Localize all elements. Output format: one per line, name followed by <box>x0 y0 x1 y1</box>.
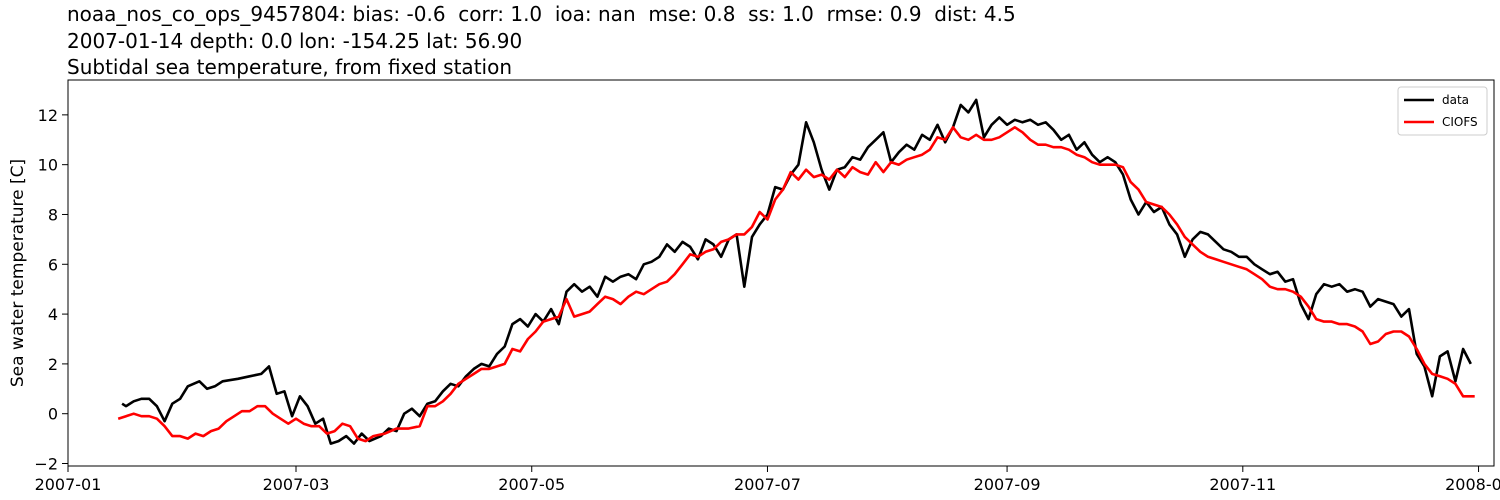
series-layer <box>117 98 1475 445</box>
plot-frame <box>67 79 1495 467</box>
x-tick-label: 2007-11 <box>1209 475 1276 494</box>
y-tick-label: 12 <box>38 106 58 125</box>
y-tick-label: −2 <box>34 455 58 474</box>
y-axis: −2 0 2 4 6 8 10 12 <box>34 106 68 474</box>
chart-title-line-2: 2007-01-14 depth: 0.0 lon: -154.25 lat: … <box>67 29 523 53</box>
chart-title-line-3: Subtidal sea temperature, from fixed sta… <box>67 55 512 79</box>
chart-title-line-1: noaa_nos_co_ops_9457804: bias: -0.6 corr… <box>67 2 1016 26</box>
series-line-data <box>121 98 1472 445</box>
legend: data CIOFS <box>1397 86 1488 136</box>
y-tick-label: 2 <box>48 355 58 374</box>
x-axis: 2007-01 2007-03 2007-05 2007-07 2007-09 2007-… <box>35 466 1500 494</box>
y-tick-label: 0 <box>48 405 58 424</box>
y-tick-label: 8 <box>48 205 58 224</box>
x-tick-label: 2007-09 <box>974 475 1041 494</box>
x-tick-label: 2007-01 <box>35 475 102 494</box>
series-line-ciofs <box>117 126 1475 443</box>
y-tick-label: 4 <box>48 305 58 324</box>
y-axis-label: Sea water temperature [C] <box>8 159 28 387</box>
y-tick-label: 10 <box>38 156 58 175</box>
x-tick-label: 2008-01 <box>1445 475 1500 494</box>
x-tick-label: 2007-03 <box>263 475 330 494</box>
x-tick-label: 2007-05 <box>498 475 565 494</box>
legend-label-ciofs: CIOFS <box>1442 115 1478 129</box>
legend-label-data: data <box>1442 93 1469 107</box>
x-tick-label: 2007-07 <box>734 475 801 494</box>
y-tick-label: 6 <box>48 255 58 274</box>
